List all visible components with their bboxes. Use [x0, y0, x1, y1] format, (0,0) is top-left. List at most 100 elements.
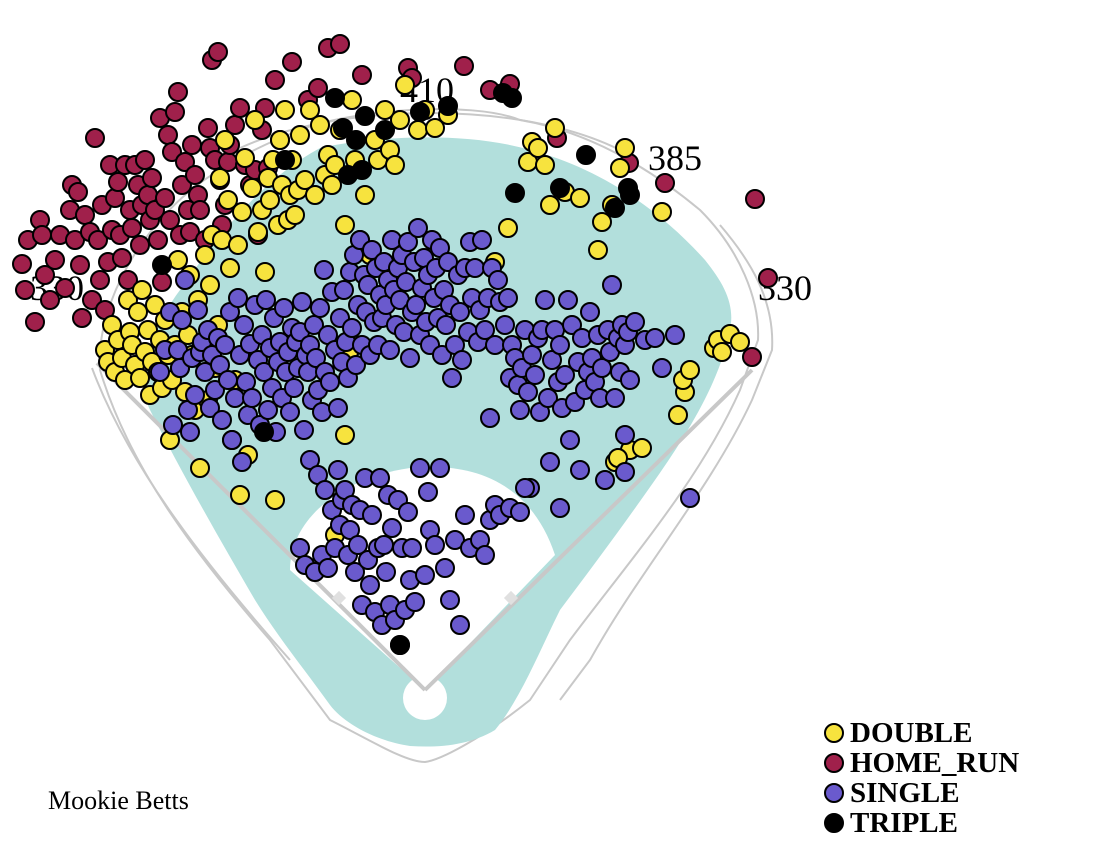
hit-point-single [172, 310, 192, 330]
hit-point-single [215, 335, 235, 355]
hit-point-triple [275, 150, 295, 170]
hit-point-single [522, 345, 542, 365]
hit-point-home-run [122, 218, 142, 238]
hit-point-single [550, 335, 570, 355]
hit-point-double [425, 118, 445, 138]
hit-point-single [415, 565, 435, 585]
hit-point-single [485, 335, 505, 355]
hit-point-home-run [172, 175, 192, 195]
hit-point-home-run [45, 250, 65, 270]
hit-point-double [265, 490, 285, 510]
hit-point-single [382, 518, 402, 538]
foul-line-left [95, 361, 427, 692]
legend: DOUBLE HOME_RUN SINGLE TRIPLE [824, 717, 1019, 839]
hit-point-double [535, 155, 555, 175]
hit-point-home-run [454, 56, 474, 76]
hit-point-home-run [25, 312, 45, 332]
hit-point-single [258, 400, 278, 420]
hit-point-home-run [208, 42, 228, 62]
legend-label-single: SINGLE [850, 777, 960, 809]
hit-point-triple [325, 88, 345, 108]
hit-point-single [328, 398, 348, 418]
hit-point-single [290, 538, 310, 558]
hit-point-double [195, 245, 215, 265]
hit-point-single [225, 388, 245, 408]
hit-point-single [560, 430, 580, 450]
hit-point-double [215, 130, 235, 150]
hit-point-single [328, 460, 348, 480]
hit-point-single [540, 452, 560, 472]
hit-point-single [510, 400, 530, 420]
legend-marker-triple [824, 813, 844, 833]
hit-point-single [605, 388, 625, 408]
hit-point-single [374, 535, 394, 555]
legend-label-home-run: HOME_RUN [850, 747, 1019, 779]
hit-point-double [528, 138, 548, 158]
hit-point-double [712, 342, 732, 362]
hit-point-single [315, 480, 335, 500]
hit-point-single [436, 315, 456, 335]
hit-point-double [285, 205, 305, 225]
hit-point-single [535, 290, 555, 310]
hit-point-single [408, 218, 428, 238]
hit-point-single [475, 320, 495, 340]
hit-point-single [488, 270, 508, 290]
hit-point-single [472, 230, 492, 250]
first-base [503, 590, 519, 606]
hit-point-single [346, 355, 366, 375]
hit-point-double [232, 202, 252, 222]
hit-point-double [235, 148, 255, 168]
hit-point-double [128, 302, 148, 322]
hit-point-single [665, 325, 685, 345]
hit-point-single [402, 538, 422, 558]
hit-point-single [555, 365, 575, 385]
hit-point-single [256, 290, 276, 310]
hit-point-home-run [82, 290, 102, 310]
hit-point-double [218, 190, 238, 210]
hit-point-single [570, 460, 590, 480]
hit-point-double [355, 185, 375, 205]
hit-point-single [370, 468, 390, 488]
hit-point-home-run [112, 248, 132, 268]
hit-point-single [615, 462, 635, 482]
hit-point-home-run [85, 128, 105, 148]
hit-point-double [570, 188, 590, 208]
hit-point-home-run [745, 189, 765, 209]
hit-points [12, 34, 778, 655]
hit-point-single [432, 345, 452, 365]
hit-point-home-run [155, 188, 175, 208]
hit-point-double [632, 438, 652, 458]
hit-point-triple [605, 198, 625, 218]
hit-point-double [260, 190, 280, 210]
hit-point-home-run [35, 265, 55, 285]
hit-point-single [450, 302, 470, 322]
hit-point-single [398, 502, 418, 522]
hit-point-home-run [105, 188, 125, 208]
hit-point-single [410, 458, 430, 478]
hit-point-double [322, 175, 342, 195]
hit-point-single [620, 370, 640, 390]
home-plate-circle [403, 676, 447, 720]
distance-label-right-center: 385 [648, 138, 702, 178]
hit-point-double [190, 458, 210, 478]
hit-point-double [200, 275, 220, 295]
hit-point-single [518, 382, 538, 402]
hit-point-single [510, 502, 530, 522]
hit-point-single [376, 562, 396, 582]
hit-point-home-run [352, 65, 372, 85]
hit-point-single [292, 292, 312, 312]
hit-point-double [668, 405, 688, 425]
hit-point-double [310, 115, 330, 135]
hit-point-triple [152, 255, 172, 275]
hit-point-single [163, 415, 183, 435]
hit-point-single [242, 388, 262, 408]
hit-point-triple [505, 183, 525, 203]
hit-point-home-run [152, 272, 172, 292]
hit-point-double [498, 218, 518, 238]
hit-point-single [310, 298, 330, 318]
hit-point-single [280, 402, 300, 422]
hit-point-triple [390, 635, 410, 655]
hit-point-double [335, 425, 355, 445]
hit-point-single [380, 340, 400, 360]
